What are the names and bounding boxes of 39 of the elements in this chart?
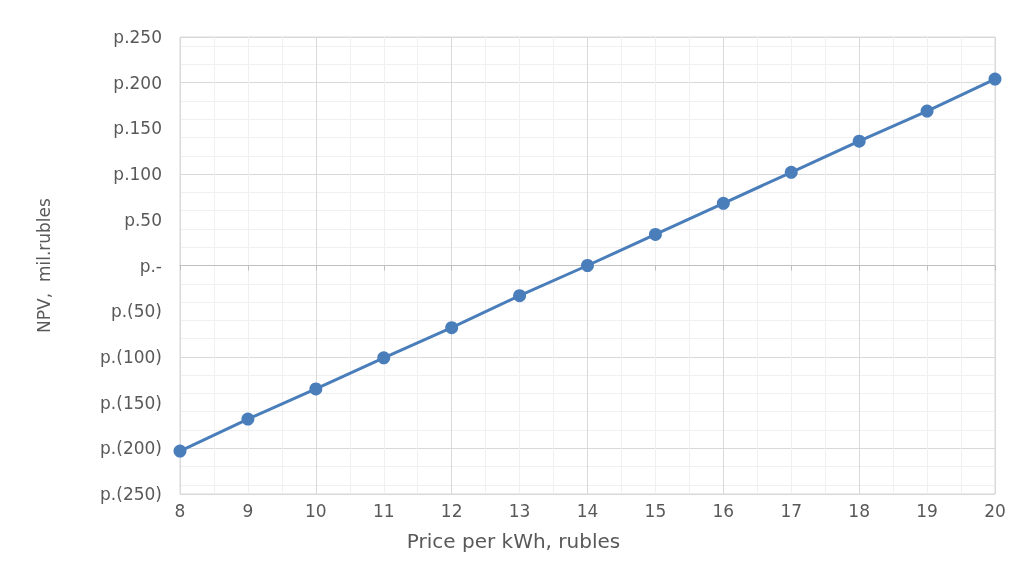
point <box>581 259 594 272</box>
x-tick-label: 16 <box>712 500 735 521</box>
x-tick-label: 19 <box>916 500 938 521</box>
x-tick-label: 15 <box>644 500 667 521</box>
point <box>716 196 730 210</box>
point <box>784 165 798 179</box>
point <box>920 104 934 118</box>
y-tick-label: p.100 <box>113 164 162 185</box>
point <box>445 321 459 335</box>
y-axis-title: NPV, mil.rubles <box>33 197 54 333</box>
point <box>648 227 662 241</box>
y-tick-label: p.(100) <box>100 346 162 367</box>
point <box>377 351 391 365</box>
y-tick-label: p.(200) <box>100 438 162 459</box>
y-tick-label: p.(50) <box>110 301 162 322</box>
y-tick-label: p.150 <box>113 118 162 139</box>
point <box>988 72 1002 86</box>
x-tick-label: 18 <box>848 500 870 521</box>
y-tick-label: p.200 <box>113 72 162 93</box>
point <box>852 134 866 148</box>
x-tick-label: 12 <box>440 500 463 521</box>
x-tick-label: 9 <box>242 500 254 521</box>
x-tick-label: 8 <box>174 500 186 521</box>
point <box>309 382 323 396</box>
x-tick-label: 13 <box>508 500 531 521</box>
x-axis-title: Price per kWh, rubles <box>406 529 621 553</box>
y-tick-label: p.(150) <box>100 392 162 413</box>
y-tick-label: p.50 <box>124 209 162 230</box>
y-tick-label: p.- <box>139 255 162 276</box>
y-tick-label: p.(250) <box>100 484 162 504</box>
x-tick-label: 11 <box>372 500 395 521</box>
y-tick-label: p.250 <box>113 27 162 47</box>
x-tick-label: 14 <box>576 500 599 521</box>
x-tick-label: 10 <box>305 500 327 521</box>
point <box>173 444 187 458</box>
x-tick-label: 17 <box>780 500 803 521</box>
point <box>241 412 255 426</box>
x-tick-label: 20 <box>984 500 1006 521</box>
point <box>513 289 527 303</box>
